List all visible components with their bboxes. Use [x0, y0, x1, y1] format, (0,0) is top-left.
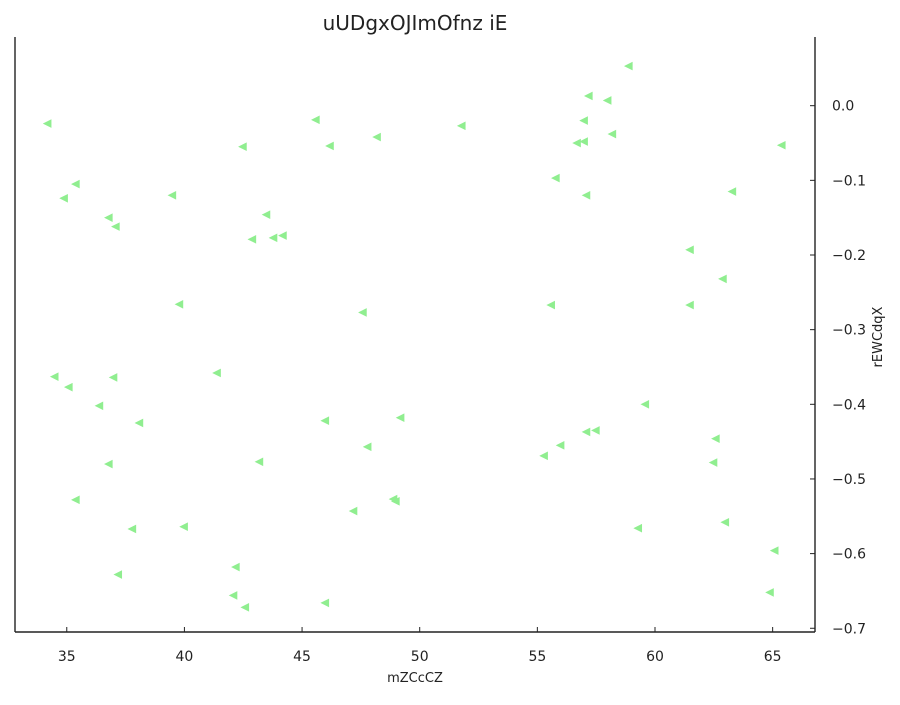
- scatter-point: [581, 190, 591, 200]
- scatter-point: [395, 413, 405, 423]
- scatter-point: [63, 382, 73, 392]
- scatter-point: [49, 372, 59, 381]
- scatter-point: [583, 91, 593, 101]
- x-tick-label: 65: [764, 649, 782, 665]
- data-points: [42, 61, 786, 612]
- y-tick-label: 0.0: [832, 99, 854, 115]
- scatter-point: [94, 401, 104, 411]
- scatter-point: [278, 231, 287, 240]
- scatter-point: [581, 427, 591, 437]
- y-axis-ticks: 0.0 −0.1 −0.2 −0.3 −0.4 −0.5 −0.6 −0.7: [810, 99, 866, 637]
- scatter-point: [358, 308, 367, 317]
- scatter-point: [539, 451, 548, 461]
- scatter-point: [579, 137, 588, 146]
- x-tick-label: 45: [293, 649, 311, 665]
- scatter-point: [711, 434, 720, 443]
- y-tick-label: −0.3: [832, 323, 866, 339]
- scatter-point: [320, 416, 330, 426]
- scatter-point: [727, 187, 737, 196]
- scatter-point: [456, 121, 466, 131]
- scatter-point: [103, 459, 113, 469]
- y-tick-label: −0.5: [832, 472, 866, 488]
- scatter-point: [602, 96, 612, 105]
- scatter-point: [127, 524, 137, 534]
- y-tick-label: −0.6: [832, 547, 866, 563]
- scatter-point: [42, 119, 52, 128]
- scatter-point: [708, 458, 718, 467]
- axes-spines: [14, 37, 816, 633]
- y-tick-label: −0.7: [832, 621, 866, 637]
- scatter-point: [103, 213, 113, 222]
- scatter-point: [555, 441, 565, 450]
- scatter-point: [59, 193, 68, 203]
- scatter-point: [71, 179, 80, 189]
- scatter-point: [325, 141, 334, 151]
- scatter-point: [685, 245, 694, 255]
- scatter-point: [607, 129, 617, 139]
- scatter-point: [633, 523, 643, 533]
- scatter-point: [372, 132, 381, 142]
- x-tick-label: 60: [646, 649, 664, 665]
- scatter-point: [776, 140, 786, 150]
- y-tick-label: −0.2: [832, 248, 866, 264]
- x-axis-label: mZCcCZ: [387, 671, 443, 686]
- scatter-point: [718, 274, 727, 284]
- scatter-point: [261, 210, 271, 219]
- scatter-point: [231, 562, 240, 572]
- scatter-point: [640, 399, 650, 409]
- scatter-point: [685, 300, 694, 310]
- scatter-point: [167, 190, 177, 200]
- scatter-point: [546, 300, 555, 310]
- scatter-point: [591, 426, 600, 435]
- scatter-point: [320, 598, 330, 608]
- scatter-point: [71, 495, 80, 505]
- scatter-point: [174, 299, 184, 309]
- scatter-point: [228, 591, 238, 600]
- y-tick-label: −0.4: [832, 397, 866, 413]
- scatter-point: [769, 546, 779, 555]
- scatter-point: [720, 517, 730, 527]
- scatter-point: [238, 142, 247, 152]
- x-tick-label: 35: [58, 649, 76, 665]
- y-axis-label: rEWCdqX: [871, 306, 886, 367]
- scatter-point: [113, 570, 123, 579]
- x-tick-label: 50: [411, 649, 429, 665]
- x-axis-ticks: 35 40 45 50 55 60 65: [58, 627, 782, 665]
- scatter-point: [254, 457, 264, 467]
- scatter-point: [247, 235, 257, 244]
- scatter-point: [268, 233, 278, 243]
- scatter-point: [240, 603, 250, 612]
- scatter-point: [108, 373, 118, 382]
- scatter-point: [623, 61, 633, 71]
- scatter-point: [179, 522, 188, 532]
- x-tick-label: 40: [175, 649, 193, 665]
- scatter-point: [111, 222, 120, 231]
- scatter-point: [134, 418, 144, 428]
- scatter-point: [212, 368, 221, 378]
- scatter-point: [348, 506, 358, 516]
- y-tick-label: −0.1: [832, 173, 866, 189]
- scatter-point: [579, 116, 588, 125]
- scatter-point: [362, 442, 372, 452]
- scatter-point: [311, 115, 320, 125]
- scatter-point: [572, 138, 581, 148]
- x-tick-label: 55: [528, 649, 546, 665]
- scatter-point: [391, 497, 400, 506]
- scatter-point: [765, 588, 774, 597]
- chart-title: uUDgxOJImOfnz iE: [323, 11, 508, 35]
- scatter-point: [551, 173, 560, 183]
